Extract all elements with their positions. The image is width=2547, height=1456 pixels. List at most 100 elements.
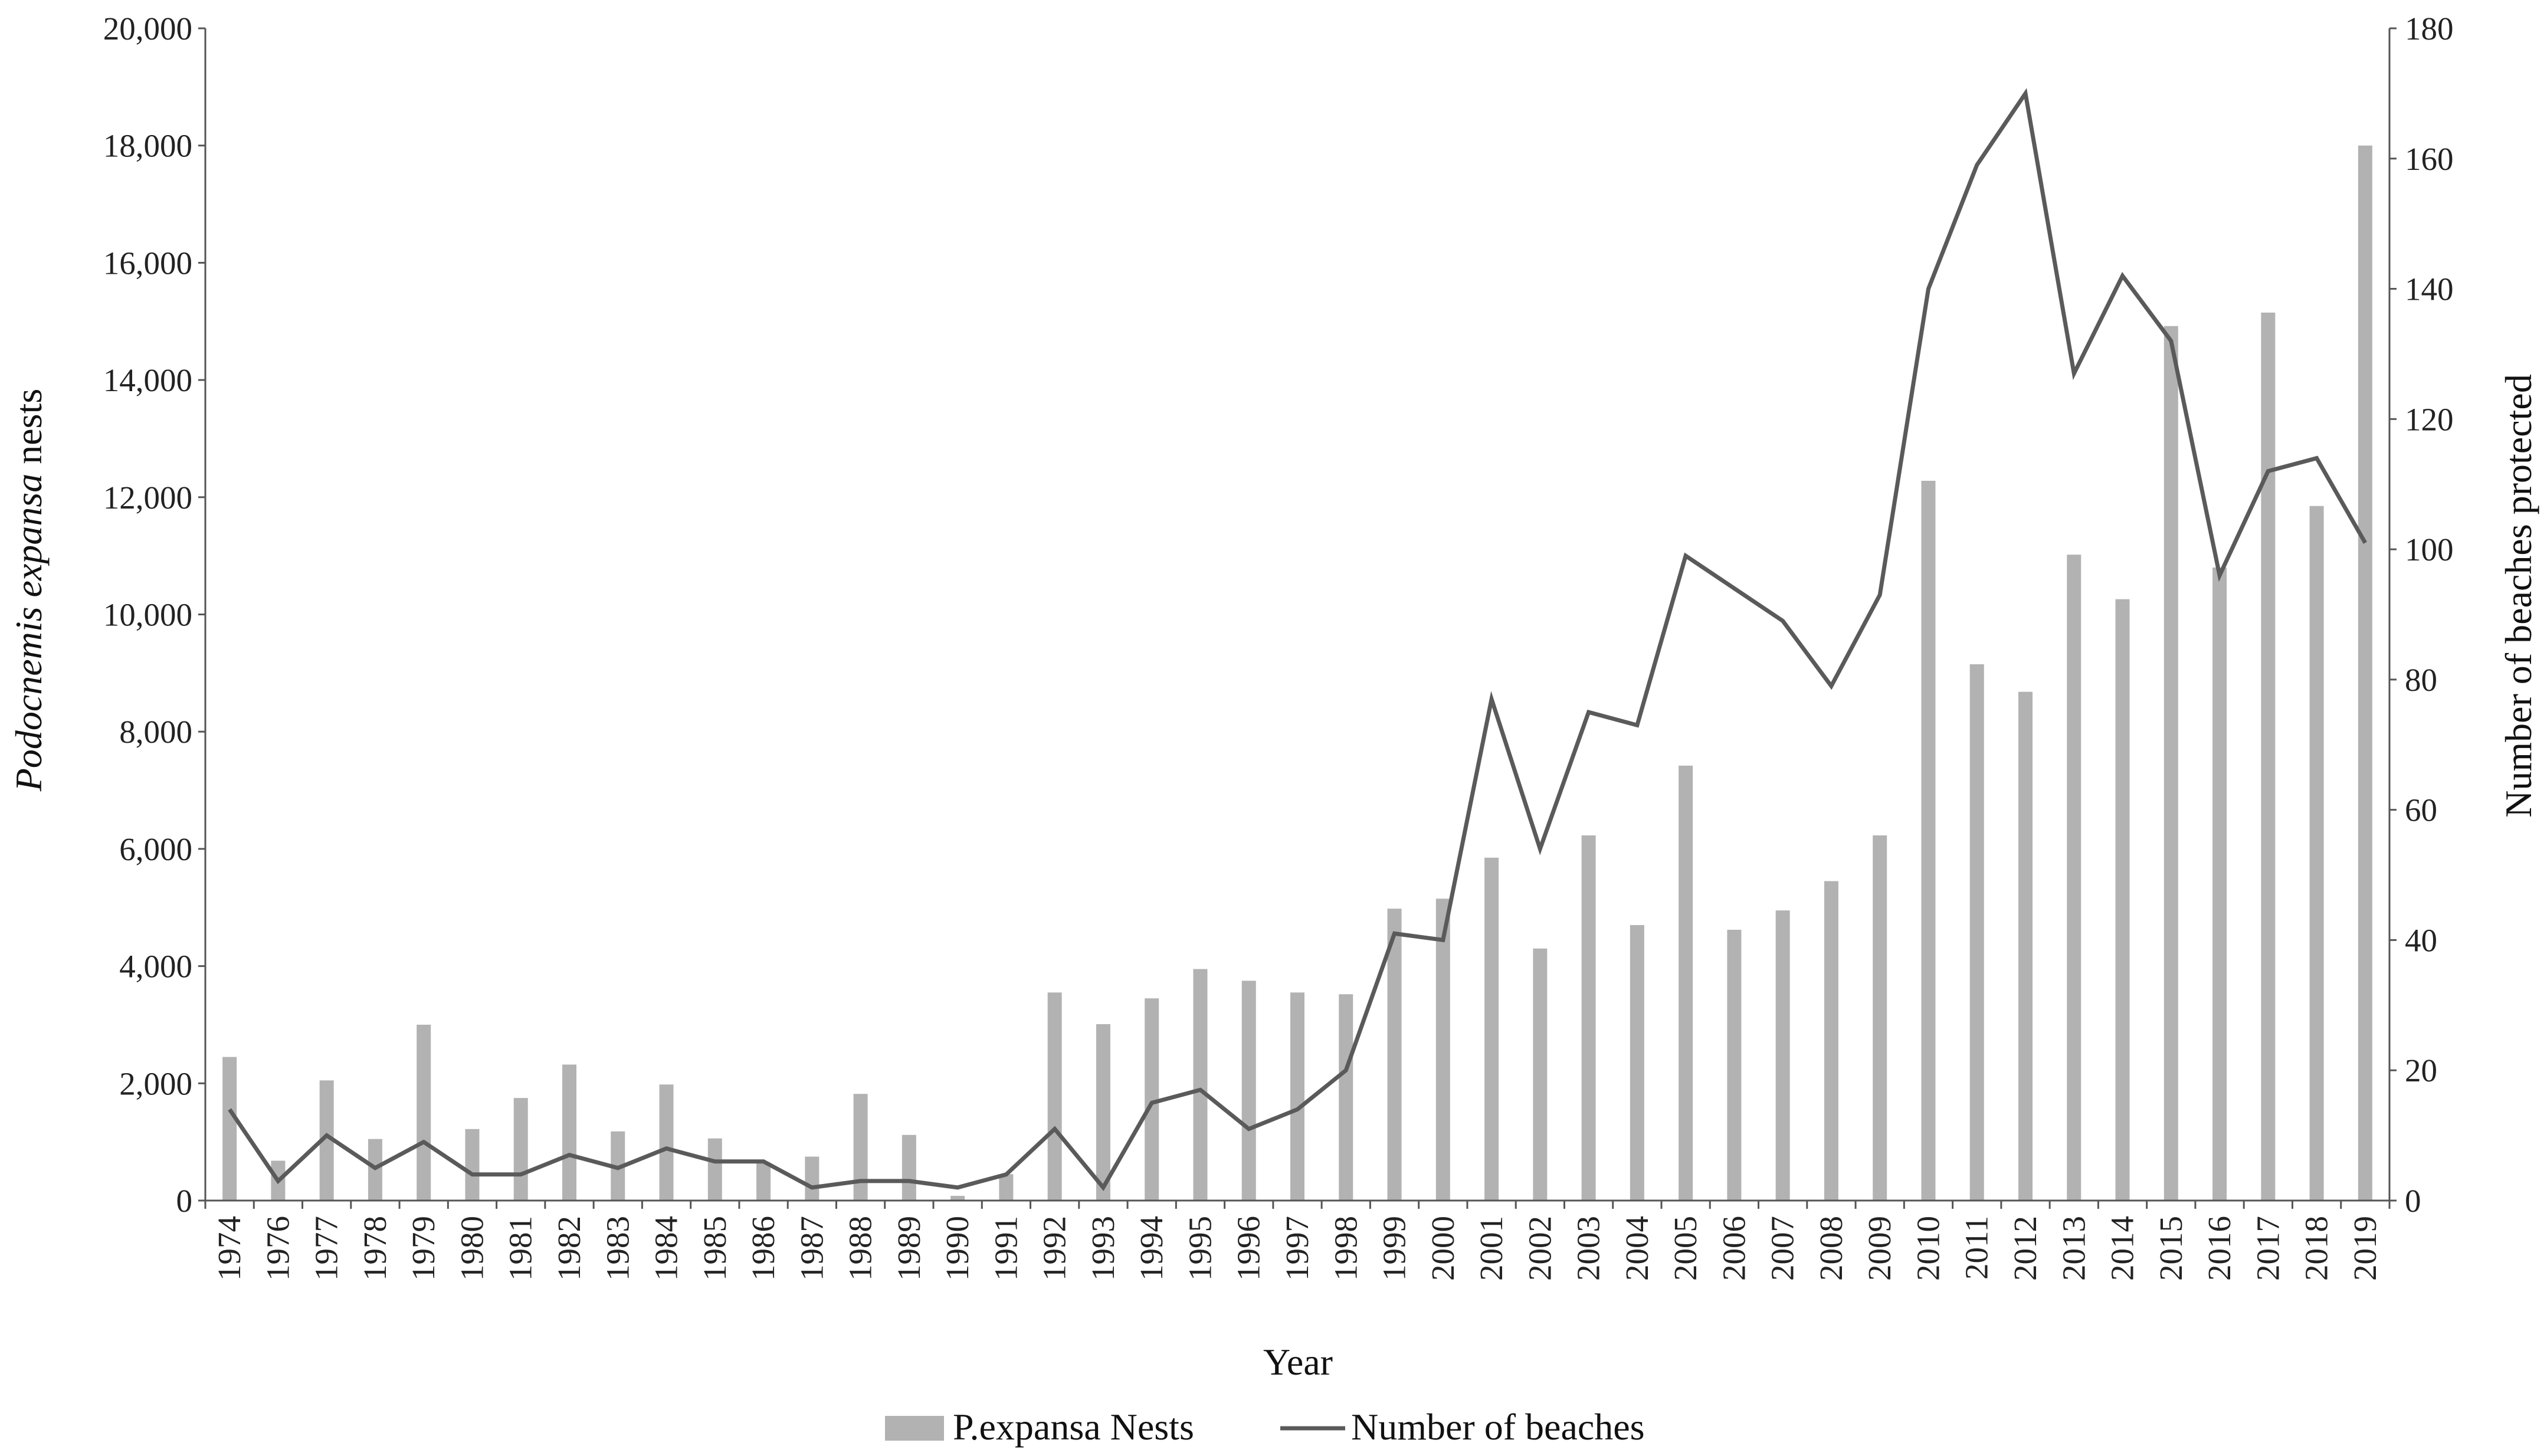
x-tick-label: 1983: [599, 1216, 635, 1281]
left-tick-label: 12,000: [103, 480, 192, 516]
bar-nests-1995: [1193, 969, 1208, 1201]
x-tick-label: 2010: [1910, 1216, 1946, 1281]
x-tick-label: 1999: [1376, 1216, 1412, 1281]
bar-nests-2000: [1435, 898, 1450, 1201]
bar-nests-2011: [1969, 664, 1984, 1201]
left-tick-label: 16,000: [103, 245, 192, 281]
x-tick-label: 2007: [1765, 1216, 1801, 1281]
x-tick-label: 1987: [794, 1216, 830, 1281]
x-tick-label: 1997: [1279, 1216, 1315, 1281]
x-tick-label: 1974: [211, 1216, 247, 1281]
right-tick-label: 140: [2405, 271, 2454, 307]
x-axis-title: Year: [1263, 1341, 1333, 1383]
x-tick-label: 1979: [405, 1216, 441, 1281]
right-tick-label: 80: [2405, 662, 2437, 698]
right-tick-label: 60: [2405, 792, 2437, 828]
x-tick-label: 1982: [551, 1216, 587, 1281]
right-tick-label: 20: [2405, 1052, 2437, 1088]
bar-nests-2005: [1679, 765, 1693, 1201]
left-tick-label: 2,000: [119, 1065, 192, 1101]
right-tick-label: 100: [2405, 532, 2454, 568]
bar-nests-1979: [417, 1024, 431, 1201]
bar-nests-2002: [1533, 948, 1548, 1201]
left-tick-label: 8,000: [119, 714, 192, 750]
x-tick-label: 1994: [1133, 1216, 1169, 1281]
x-tick-label: 2006: [1716, 1216, 1752, 1281]
bar-nests-1985: [707, 1138, 722, 1201]
plot-area: [222, 88, 2372, 1201]
left-tick-label: 18,000: [103, 128, 192, 164]
left-y-axis: 0 2,000 4,000 6,000 8,000 10,000 12,000 14,000 1…: [103, 11, 206, 1219]
left-tick-label: 4,000: [119, 949, 192, 985]
x-tick-label: 1993: [1085, 1216, 1121, 1281]
x-tick-label: 2013: [2056, 1216, 2092, 1281]
bar-nests-1982: [562, 1064, 576, 1201]
legend-label-beaches: Number of beaches: [1351, 1406, 1645, 1448]
bar-nests-1991: [999, 1174, 1014, 1201]
x-tick-label: 1980: [454, 1216, 490, 1281]
x-tick-label: 1988: [843, 1216, 878, 1281]
x-tick-label: 2018: [2299, 1216, 2335, 1281]
bar-nests-2015: [2164, 326, 2178, 1201]
x-tick-label: 2019: [2347, 1216, 2383, 1281]
x-tick-label: 2012: [2007, 1216, 2043, 1281]
x-tick-label: 1995: [1182, 1216, 1218, 1281]
x-tick-label: 1981: [503, 1216, 539, 1281]
x-tick-label: 2005: [1667, 1216, 1703, 1281]
x-tick-label: 2008: [1813, 1216, 1849, 1281]
bar-nests-1984: [659, 1084, 674, 1201]
x-tick-label: 2009: [1861, 1216, 1897, 1281]
bar-nests-1974: [222, 1057, 237, 1201]
x-tick-label: 2004: [1619, 1216, 1655, 1281]
bar-nests-1987: [805, 1156, 820, 1201]
right-y-axis: 0 20 40 60 80 100 120 140 160 180: [2388, 11, 2454, 1219]
line-number-of-beaches: [228, 88, 2367, 1192]
x-tick-label: 2001: [1473, 1216, 1509, 1281]
x-tick-label: 2000: [1425, 1216, 1461, 1281]
x-tick-label: 1989: [891, 1216, 927, 1281]
left-tick-label: 14,000: [103, 362, 192, 398]
bar-nests-2019: [2358, 145, 2372, 1201]
right-tick-label: 120: [2405, 401, 2454, 437]
bar-nests-2006: [1727, 930, 1742, 1201]
bar-nests-1998: [1339, 994, 1353, 1201]
legend-label-nests: P.expansa Nests: [953, 1406, 1194, 1448]
x-axis: 1974 1976 1977 1978 1979 1980 1981 1982 1983 1984…: [204, 1199, 2391, 1281]
left-tick-label: 6,000: [119, 831, 192, 867]
right-tick-label: 180: [2405, 11, 2454, 47]
bar-nests-1989: [902, 1134, 916, 1201]
x-tick-label: 1990: [939, 1216, 975, 1281]
x-tick-label: 2011: [1959, 1216, 1995, 1280]
x-tick-label: 2017: [2250, 1216, 2286, 1281]
x-tick-label: 1985: [697, 1216, 733, 1281]
left-tick-label: 10,000: [103, 597, 192, 633]
bar-nests-2017: [2261, 312, 2276, 1201]
bar-nests-2013: [2067, 555, 2081, 1201]
x-tick-label: 1998: [1327, 1216, 1363, 1281]
x-tick-label: 2002: [1522, 1216, 1558, 1281]
legend-swatch-nests: [885, 1416, 944, 1441]
bar-nests-1994: [1145, 998, 1159, 1201]
x-tick-label: 1992: [1037, 1216, 1073, 1281]
bar-nests-1992: [1047, 992, 1062, 1201]
x-tick-label: 1984: [648, 1216, 684, 1281]
bar-nests-2001: [1484, 857, 1499, 1201]
bar-nests-1986: [756, 1162, 771, 1201]
x-tick-label: 2015: [2153, 1216, 2189, 1281]
right-tick-label: 160: [2405, 141, 2454, 177]
x-tick-label: 1976: [260, 1216, 296, 1281]
bar-nests-2003: [1581, 835, 1596, 1201]
bar-nests-2014: [2115, 599, 2130, 1201]
bar-nests-1996: [1241, 980, 1256, 1201]
x-tick-label: 1977: [309, 1216, 345, 1281]
left-tick-label: 0: [176, 1183, 193, 1219]
legend: P.expansa Nests Number of beaches: [885, 1406, 1645, 1448]
bar-nests-1993: [1096, 1024, 1110, 1201]
bar-nests-1997: [1290, 992, 1304, 1201]
bar-nests-2008: [1824, 881, 1838, 1201]
bar-nests-2007: [1775, 910, 1790, 1201]
x-tick-label: 2016: [2201, 1216, 2237, 1281]
x-tick-label: 1996: [1231, 1216, 1267, 1281]
right-tick-label: 0: [2405, 1183, 2421, 1219]
